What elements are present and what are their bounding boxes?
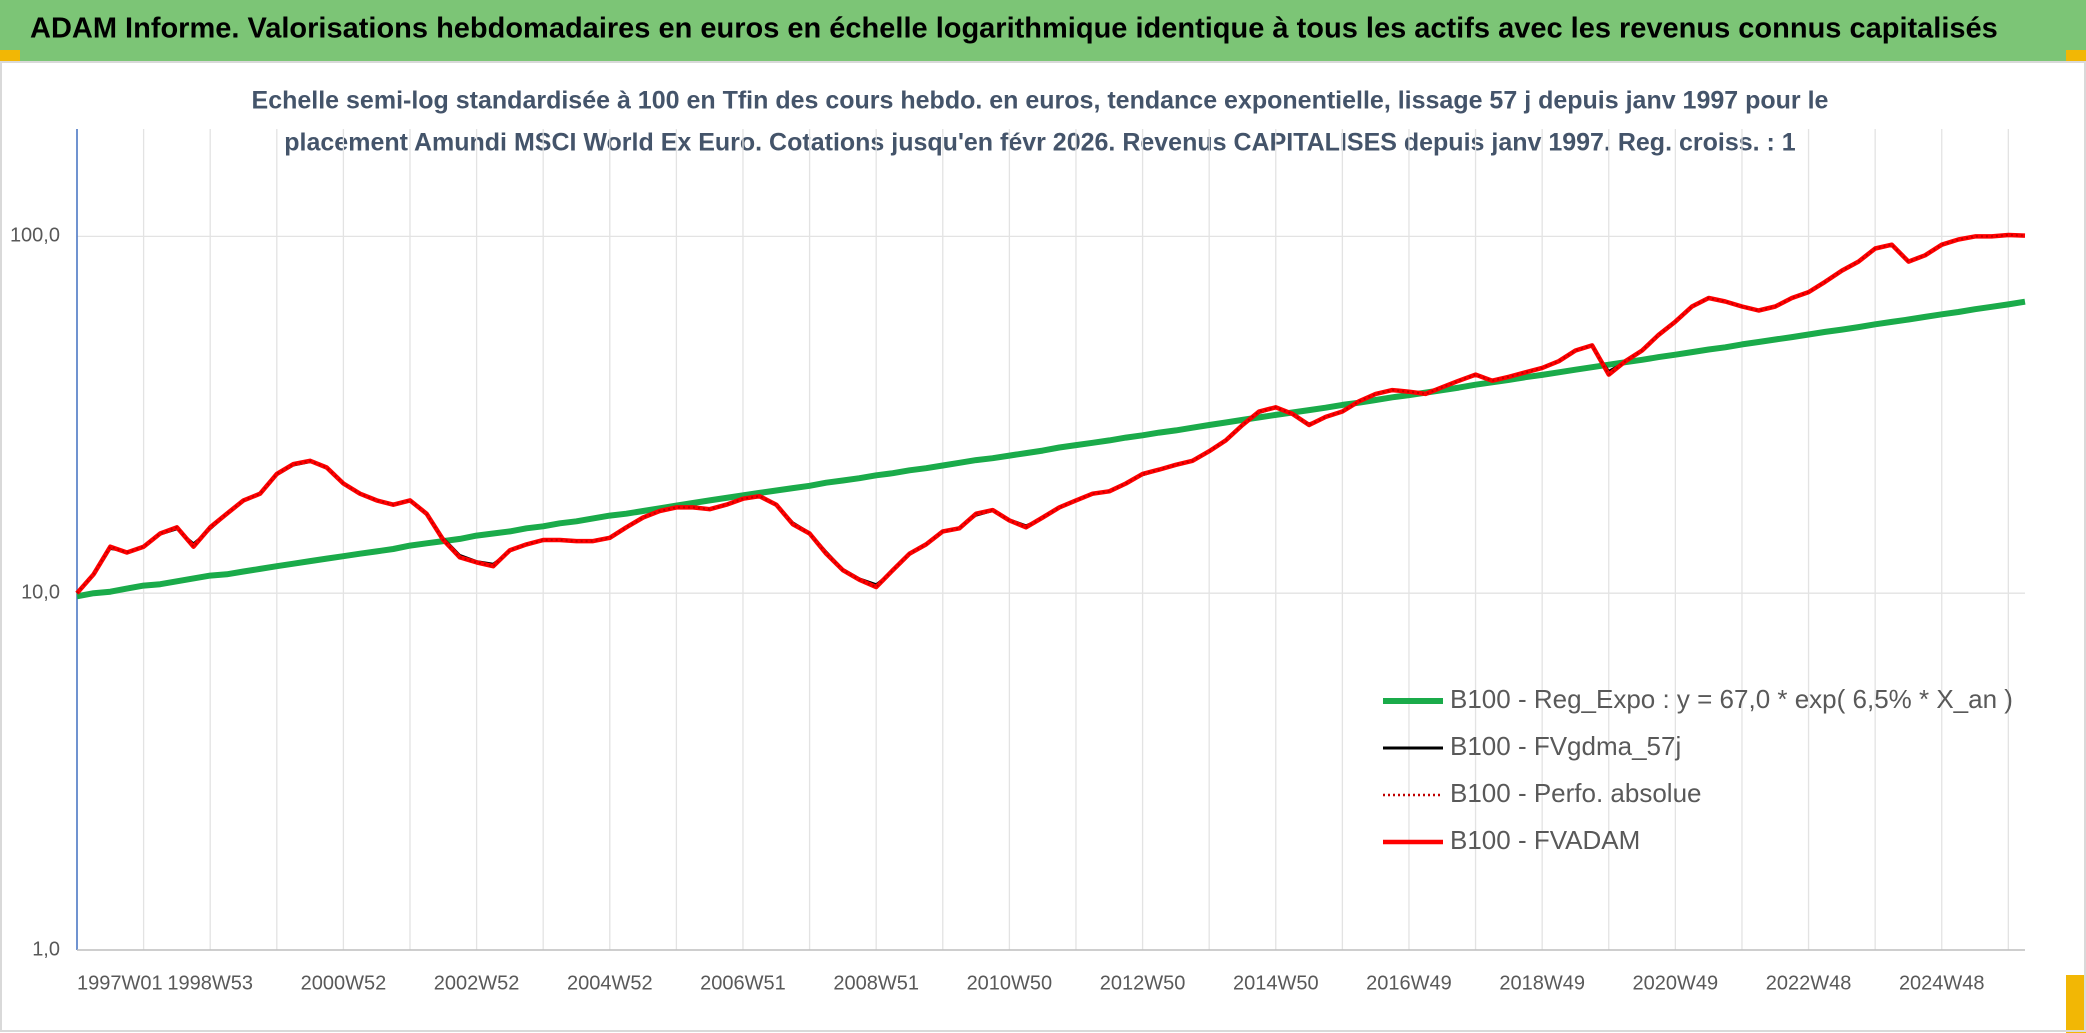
header-bar [0,0,2086,62]
legend-label: B100 - Reg_Expo : y = 67,0 * exp( 6,5% *… [1450,684,2013,714]
x-tick-label: 1998W53 [167,972,253,994]
x-tick-label: 2024W48 [1899,972,1985,994]
chart-subtitle: placement Amundi MSCI World Ex Euro. Cot… [284,129,1796,157]
legend-label: B100 - FVADAM [1450,825,1640,855]
page-title: ADAM Informe. Valorisations hebdomadaire… [30,13,1998,45]
y-tick-label: 1,0 [32,938,60,960]
series-line [76,298,2026,600]
corner [2066,975,2086,1033]
y-tick-label: 100,0 [10,225,60,247]
series-line [76,234,2026,594]
legend-label: B100 - Perfo. absolue [1450,778,1702,808]
frame [0,61,2086,1032]
x-tick-label: 2020W49 [1633,972,1719,994]
corner [0,50,20,62]
x-tick-label: 2012W50 [1100,972,1186,994]
x-tick-label: 2016W49 [1366,972,1452,994]
corner [2066,50,2086,62]
x-tick-label: 2008W51 [833,972,919,994]
x-tick-label: 2010W50 [967,972,1053,994]
x-tick-label: 2004W52 [567,972,653,994]
x-tick-label: 2002W52 [434,972,520,994]
x-tick-label: 2000W52 [301,972,387,994]
x-tick-label: 2022W48 [1766,972,1852,994]
x-tick-label: 1997W01 [77,972,163,994]
chart-subtitle: Echelle semi-log standardisée à 100 en T… [252,87,1829,115]
x-tick-label: 2006W51 [700,972,786,994]
x-tick-label: 2018W49 [1499,972,1585,994]
y-tick-label: 10,0 [21,581,60,603]
x-tick-label: 2014W50 [1233,972,1319,994]
legend-label: B100 - FVgdma_57j [1450,731,1681,761]
